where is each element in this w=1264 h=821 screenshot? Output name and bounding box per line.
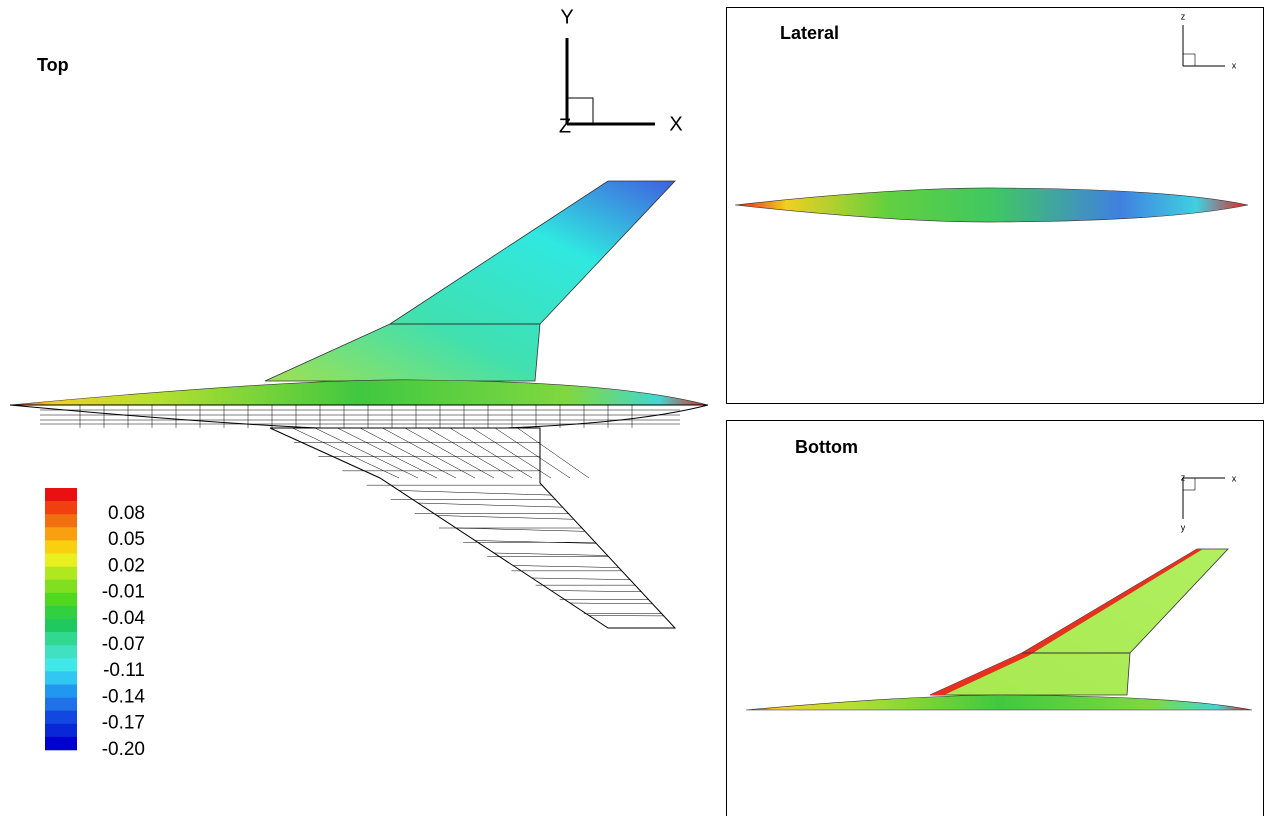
legend-swatch (45, 554, 77, 567)
fuselage-side (735, 188, 1248, 222)
panel-title: Bottom (795, 437, 858, 457)
legend-swatch (45, 501, 77, 514)
panel-title: Top (37, 55, 69, 75)
legend-swatch (45, 685, 77, 698)
legend-swatch (45, 527, 77, 540)
lateral-panel: Lateral z x (727, 8, 1264, 404)
axis-label: X (669, 113, 682, 135)
legend-label: 0.08 (108, 503, 145, 524)
legend-swatch (45, 567, 77, 580)
fuselage-top (10, 380, 708, 405)
legend-swatch (45, 671, 77, 684)
legend-label: 0.02 (108, 555, 145, 576)
legend-swatch (45, 632, 77, 645)
axis-label: x (1232, 60, 1237, 70)
legend-label: -0.17 (102, 713, 145, 734)
legend-swatch (45, 593, 77, 606)
top-panel: Top Y X Z 0.08 0.05 0.02 -0.01 -0.04 -0.07 -0.… (10, 6, 708, 760)
legend-swatch (45, 540, 77, 553)
legend-swatch (45, 580, 77, 593)
legend-label: -0.01 (102, 582, 145, 603)
legend-swatch (45, 658, 77, 671)
axis-label: Y (560, 6, 573, 28)
legend-swatch (45, 698, 77, 711)
axis-label: z (1181, 11, 1186, 21)
axis-label: Z (559, 115, 571, 137)
legend-swatch (45, 645, 77, 658)
legend-label: -0.14 (102, 686, 146, 707)
legend-swatch (45, 488, 77, 501)
legend-swatch (45, 514, 77, 527)
legend-label: -0.07 (102, 634, 145, 655)
legend-label: 0.05 (108, 529, 145, 550)
axis-label: x (1232, 473, 1237, 483)
axis-label: y (1181, 522, 1186, 532)
legend-swatch (45, 724, 77, 737)
legend-swatch (45, 619, 77, 632)
panel-title: Lateral (780, 23, 839, 43)
legend-label: -0.20 (102, 739, 145, 760)
legend-swatch (45, 606, 77, 619)
axis-label: z (1181, 472, 1186, 482)
fuselage-bottom (746, 695, 1252, 710)
axis-box (1183, 54, 1195, 66)
legend-label: -0.04 (102, 608, 146, 629)
legend-swatch (45, 737, 77, 750)
bottom-panel: Bottom z x y (727, 421, 1264, 817)
color-legend: 0.08 0.05 0.02 -0.01 -0.04 -0.07 -0.11 -0.14 -0.… (45, 488, 145, 760)
legend-label: -0.11 (103, 660, 145, 681)
legend-swatch (45, 711, 77, 724)
upper-wing (265, 181, 675, 381)
fuselage-mesh (10, 405, 708, 430)
